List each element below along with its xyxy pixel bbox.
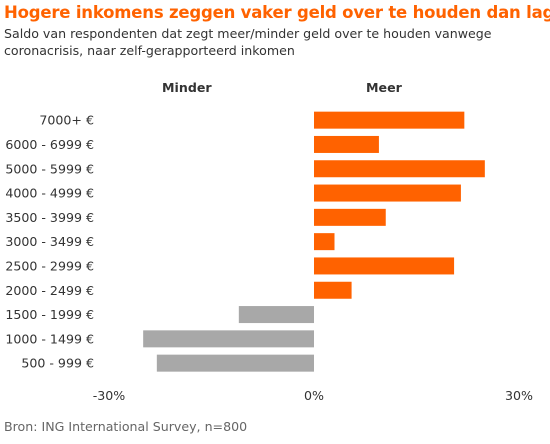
x-tick-label: 30% [505,388,533,403]
bar [314,111,465,129]
legend-negative: Minder [162,80,212,95]
x-tick-label: -30% [93,388,126,403]
category-label: 5000 - 5999 € [5,161,94,176]
category-label: 1500 - 1999 € [5,307,94,322]
category-label: 4000 - 4999 € [5,186,94,201]
x-tick-label: 0% [304,388,324,403]
category-label: 2500 - 2999 € [5,258,94,273]
bar [314,160,485,178]
bar [143,330,314,348]
chart-subtitle: Saldo van respondenten dat zegt meer/min… [4,26,492,58]
bar [314,257,455,275]
bar [314,233,335,251]
category-label: 3000 - 3499 € [5,234,94,249]
bar [156,354,314,372]
bar [238,306,314,324]
source-note: Bron: ING International Survey, n=800 [4,419,248,434]
category-label: 1000 - 1499 € [5,331,94,346]
category-label: 6000 - 6999 € [5,137,94,152]
category-label: 7000+ € [39,113,94,128]
bar [314,208,386,226]
category-label: 3500 - 3999 € [5,210,94,225]
bar [314,281,352,299]
bar [314,184,461,202]
chart-title: Hogere inkomens zeggen vaker geld over t… [4,3,550,22]
bar [314,135,379,153]
legend-positive: Meer [366,80,402,95]
category-label: 2000 - 2499 € [5,283,94,298]
category-label: 500 - 999 € [21,356,94,371]
